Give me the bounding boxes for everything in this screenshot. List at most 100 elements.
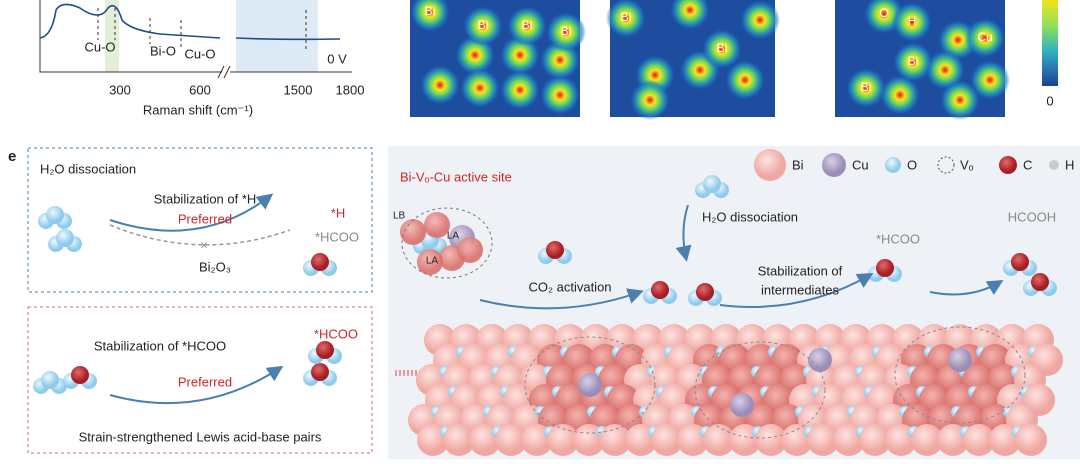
heat-spot: [725, 60, 765, 100]
atom-label: Cu: [977, 30, 992, 44]
legend-label: Cu: [852, 157, 869, 172]
atom: [1031, 273, 1049, 291]
cu-atom: [948, 348, 972, 372]
bi-atom: [1015, 424, 1047, 456]
bi-atom: [859, 424, 891, 456]
atom: [56, 229, 74, 247]
cu-atom: [578, 373, 602, 397]
site-outline: [894, 326, 1026, 424]
bi-atom: [599, 424, 631, 456]
product-label: *H: [331, 205, 345, 220]
site-label: LA: [447, 231, 460, 242]
panel-label: e: [8, 148, 16, 165]
peak-label: Cu-O: [184, 46, 215, 61]
x-tick-label: 1800: [336, 82, 365, 97]
maps: Bi Bi Bi Bi Bi Bi O H Cu Bi Bi: [410, 0, 1010, 120]
bi-atom: [651, 424, 683, 456]
heat-spot: [702, 29, 742, 69]
heat-spot: [540, 75, 580, 115]
heat-spot: [410, 0, 450, 32]
legend-label: Bi: [792, 157, 804, 172]
site-atom: [457, 237, 483, 263]
site-label: LA: [426, 256, 439, 267]
box-hcoo: [27, 306, 373, 454]
bi-atom: [911, 424, 943, 456]
x-axis-label: Raman shift (cm⁻¹): [143, 102, 253, 117]
atom: [696, 283, 714, 301]
atom: [311, 363, 329, 381]
step-label: H₂O dissociation: [702, 209, 798, 224]
atom: [46, 206, 64, 224]
bi-atom: [807, 424, 839, 456]
heat-spot: [846, 68, 886, 108]
heat-spot: [925, 50, 965, 90]
atom-label: H: [908, 14, 917, 28]
colorbar-label: 0: [1046, 93, 1053, 108]
legend-label: Vₒ: [960, 157, 974, 172]
site-atom: [400, 219, 426, 245]
blocked-mark: ×: [200, 237, 208, 252]
legend-label: H: [1065, 157, 1074, 172]
step-label: CO₂ activation: [528, 279, 611, 294]
heat-spot: [880, 75, 920, 115]
heat-spot: [460, 68, 500, 108]
box-title: H₂O dissociation: [40, 161, 136, 176]
site-outline: [694, 341, 826, 439]
atom-label: Bi: [621, 10, 632, 24]
legend: Bi Cu O Vₒ C H: [754, 149, 1074, 181]
peak-label: Bi-O: [150, 43, 176, 58]
intermediate-label: *HCOO: [876, 231, 920, 246]
atom-label: Bi: [522, 18, 533, 32]
cu-atom: [730, 393, 754, 417]
legend-swatch: [754, 149, 786, 181]
site-label: LB: [393, 211, 406, 222]
atom-label: Bi: [561, 24, 572, 38]
arrow-label: Stabilization of *H: [154, 191, 257, 206]
heat-spot: [940, 80, 980, 120]
lattice: [408, 324, 1063, 456]
legend-swatch: [1049, 160, 1059, 170]
preferred-label: Preferred: [178, 211, 232, 226]
cu-atom: [808, 348, 832, 372]
bi-atom: [547, 424, 579, 456]
atom-label: Bi: [425, 4, 436, 18]
box-h2o: [27, 147, 373, 293]
atom: [311, 253, 329, 271]
heat-spot: [507, 6, 547, 46]
bi-atom: [443, 424, 475, 456]
step-label: Stabilization of: [758, 263, 843, 278]
heat-spot: [463, 6, 503, 46]
product-label: HCOOH: [1008, 209, 1056, 224]
x-tick-label: 1500: [284, 82, 313, 97]
heat-spot: [970, 60, 1010, 100]
heat-spot: [420, 65, 460, 105]
atom: [71, 366, 89, 384]
atom: [876, 259, 894, 277]
product-label: *HCOO: [315, 229, 359, 244]
site-title: Bi-Vₒ-Cu active site: [400, 169, 512, 184]
colorbar: [1042, 0, 1058, 86]
bi-atom: [703, 424, 735, 456]
atom-label: Bi: [861, 80, 872, 94]
legend-swatch: [999, 156, 1017, 174]
x-tick-label: 300: [109, 82, 131, 97]
arrow-label: Stabilization of *HCOO: [94, 338, 226, 353]
x-tick-label: 600: [189, 82, 211, 97]
legend-swatch: [937, 156, 955, 174]
caption: Strain-strengthened Lewis acid-base pair…: [79, 429, 322, 444]
heat-spot: [606, 0, 646, 38]
heat-spot: [893, 42, 933, 82]
step-label: intermediates: [761, 282, 840, 297]
molecules: [33, 175, 1057, 394]
heat-spot: [670, 0, 710, 30]
raman-plot: Cu-O Bi-O Cu-O 0 V 300 600 1500 1800 Ram…: [39, 0, 365, 117]
atom-label: Bi: [478, 18, 489, 32]
heat-spot: [546, 12, 586, 52]
legend-swatch: [822, 153, 846, 177]
heat-spot: [892, 2, 932, 42]
bi-atom: [963, 424, 995, 456]
heat-spot: [630, 80, 670, 120]
legend-label: C: [1023, 157, 1032, 172]
atom-label: Bi: [717, 41, 728, 55]
